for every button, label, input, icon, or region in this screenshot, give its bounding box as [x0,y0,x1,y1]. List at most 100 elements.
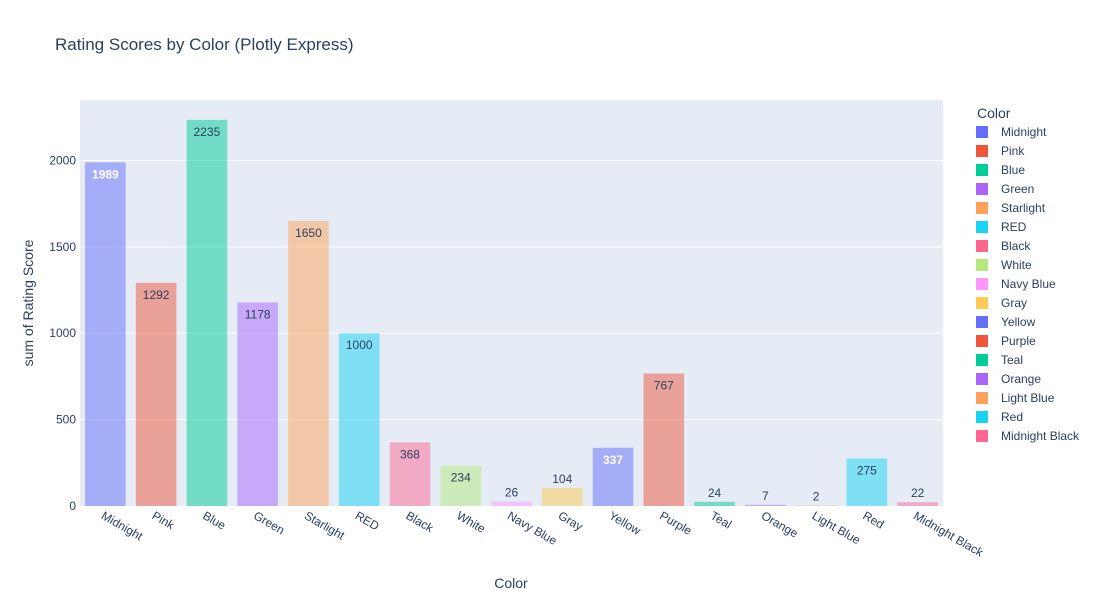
legend-entry-label[interactable]: Midnight [1001,125,1047,139]
legend-swatch[interactable] [976,183,988,195]
bar-white[interactable] [440,465,482,506]
bar-black[interactable] [389,442,431,506]
bar-value-label: 104 [552,472,572,486]
bar-value-label: 1000 [346,338,373,352]
legend-swatch[interactable] [976,145,988,157]
y-axis-ticks: 0 500 1000 1500 2000 [49,153,76,513]
bar-value-label: 26 [505,486,519,500]
bar-value-label: 24 [708,486,722,500]
bar-red[interactable] [846,458,888,506]
legend-swatch[interactable] [976,411,988,423]
bar-value-label: 767 [654,378,674,392]
legend-entry-label[interactable]: Light Blue [1001,391,1055,405]
y-tick-label: 500 [56,413,76,427]
x-tick-label: Green [251,508,287,537]
legend-swatch[interactable] [976,335,988,347]
x-tick-label: Midnight Black [911,508,986,560]
bar-value-label: 22 [911,486,925,500]
x-tick-label: Midnight [99,508,146,543]
x-tick-label: Navy Blue [505,508,560,548]
bar-midnight-black[interactable] [897,502,938,506]
legend-title: Color [977,105,1011,121]
y-tick-label: 2000 [49,153,76,167]
legend-entry-label[interactable]: Gray [1001,296,1027,310]
y-tick-label: 0 [69,499,76,513]
bar-value-label: 7 [762,489,769,503]
bar-teal[interactable] [694,501,735,506]
legend-swatch[interactable] [976,278,988,290]
bar-value-label: 1178 [245,307,271,321]
bar-value-label: 2235 [194,125,221,139]
legend-entry-label[interactable]: White [1001,258,1032,272]
legend-swatch[interactable] [976,202,988,214]
y-tick-label: 1500 [49,240,76,254]
bar-orange[interactable] [745,504,786,506]
bar-green[interactable] [237,302,278,506]
bar-light-blue[interactable] [795,505,837,507]
legend-swatch[interactable] [976,430,988,442]
legend-swatch[interactable] [976,126,988,138]
legend-swatch[interactable] [976,164,988,176]
legend-swatch[interactable] [976,297,988,309]
bar-gray[interactable] [541,488,583,506]
bar-value-label: 234 [451,471,471,485]
bar-starlight[interactable] [288,220,329,507]
x-tick-label: Light Blue [810,508,864,547]
legend-entry-label[interactable]: Yellow [1001,315,1036,329]
bar-navy-blue[interactable] [491,501,532,506]
bars [85,119,938,507]
bar-pink[interactable] [135,282,177,506]
legend-swatch[interactable] [976,221,988,233]
legend-entry-label[interactable]: Teal [1001,353,1023,367]
bar-value-label: 275 [857,463,877,477]
x-tick-label: RED [353,508,382,533]
bar-value-label: 2 [813,490,820,504]
bar-yellow[interactable] [592,447,634,506]
legend-entry-label[interactable]: Pink [1001,144,1025,158]
x-tick-label: Red [860,508,886,531]
x-tick-label: Starlight [302,508,348,542]
legend: Color Midnight Pink Blue Green Starlight RED B… [976,105,1080,443]
bar-labels: 1989 1292 2235 1178 1650 1000 368 234 26 104 337 76… [92,125,925,504]
x-axis-title: Color [494,575,528,591]
x-axis-ticks: Midnight Pink Blue Green Starlight RED Black Wh… [99,508,987,560]
legend-swatch[interactable] [976,392,988,404]
x-tick-label: Yellow [607,508,644,537]
bar-midnight[interactable] [85,162,126,506]
x-tick-label: Teal [708,508,734,531]
legend-swatch[interactable] [976,259,988,271]
x-tick-label: Black [403,508,436,535]
x-tick-label: Orange [759,508,801,540]
y-axis-title: sum of Rating Score [20,239,36,366]
legend-entry-label[interactable]: Midnight Black [1001,429,1080,443]
x-tick-label: Gray [556,508,586,533]
legend-swatch[interactable] [976,373,988,385]
legend-entry-label[interactable]: RED [1001,220,1027,234]
legend-swatch[interactable] [976,354,988,366]
x-tick-label: White [454,508,488,536]
bar-value-label: 337 [603,453,623,467]
x-tick-label: Pink [150,508,178,532]
bar-blue[interactable] [186,119,228,506]
bar-purple[interactable] [643,373,685,506]
legend-swatch[interactable] [976,240,988,252]
x-tick-label: Purple [657,508,694,538]
bar-value-label: 1989 [92,167,119,181]
bar-value-label: 368 [400,447,420,461]
legend-swatch[interactable] [976,316,988,328]
bar-red[interactable] [338,333,380,506]
legend-entry-label[interactable]: Black [1001,239,1031,253]
legend-entry-label[interactable]: Navy Blue [1001,277,1056,291]
y-tick-label: 1000 [49,326,76,340]
x-tick-label: Blue [200,508,228,532]
bar-value-label: 1292 [143,288,170,302]
chart-title: Rating Scores by Color (Plotly Express) [55,35,354,54]
legend-entry-label[interactable]: Red [1001,410,1023,424]
legend-entry-label[interactable]: Starlight [1001,201,1046,215]
legend-entry-label[interactable]: Blue [1001,163,1025,177]
bar-value-label: 1650 [295,226,322,240]
legend-entry-label[interactable]: Green [1001,182,1034,196]
legend-entry-label[interactable]: Purple [1001,334,1036,348]
legend-entry-label[interactable]: Orange [1001,372,1041,386]
